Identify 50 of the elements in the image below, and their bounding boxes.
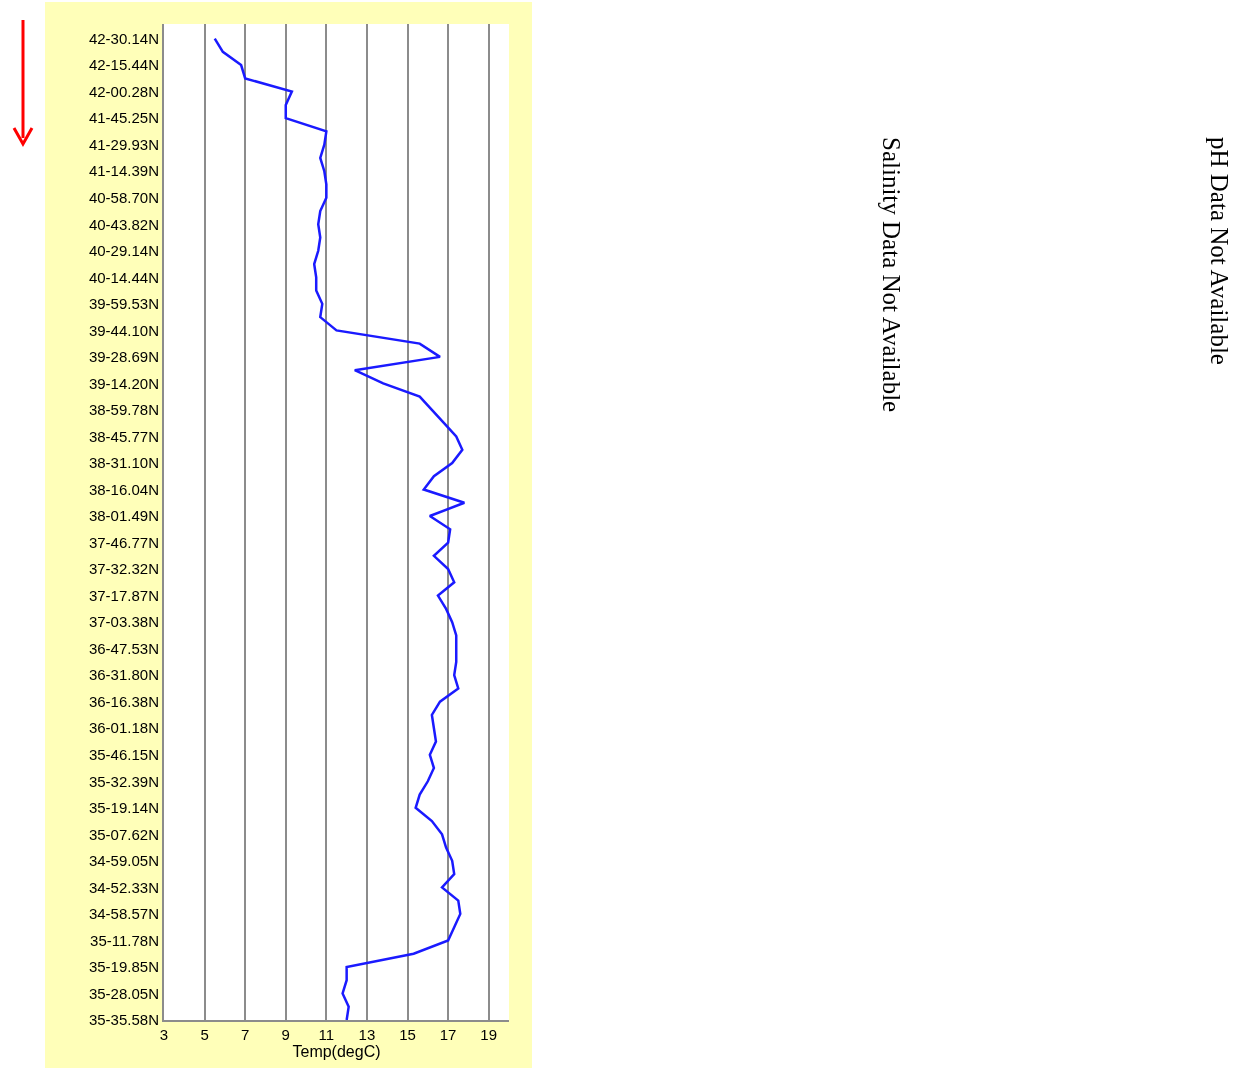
x-axis-title: Temp(degC) [292, 1043, 381, 1060]
y-tick-label: 36-47.53N [88, 639, 159, 657]
y-tick-label: 39-14.20N [88, 374, 159, 392]
y-tick-label: 35-32.39N [88, 772, 159, 790]
y-tick-label: 39-59.53N [88, 295, 159, 313]
y-tick-label: 37-32.32N [88, 560, 159, 578]
y-tick-label: 35-28.05N [88, 984, 159, 1002]
y-tick-label: 37-03.38N [88, 613, 159, 631]
y-tick-label: 34-58.57N [88, 905, 159, 923]
x-tick-label: 19 [480, 1026, 498, 1043]
y-tick-label: 41-14.39N [88, 162, 159, 180]
y-tick-label: 42-15.44N [88, 56, 159, 74]
y-tick-label: 42-30.14N [88, 29, 159, 47]
x-tick-label: 13 [358, 1026, 376, 1043]
y-tick-label: 40-29.14N [88, 242, 159, 260]
y-tick-label: 38-45.77N [88, 427, 159, 445]
y-tick-label: 41-45.25N [88, 109, 159, 127]
y-tick-label: 34-52.33N [88, 878, 159, 896]
y-tick-label: 40-43.82N [88, 215, 159, 233]
y-tick-label: 40-14.44N [88, 268, 159, 286]
y-tick-label: 38-16.04N [88, 480, 159, 498]
x-tick-label: 9 [281, 1026, 290, 1043]
y-tick-label: 39-44.10N [88, 321, 159, 339]
y-tick-label: 37-46.77N [88, 533, 159, 551]
y-tick-label: 35-19.14N [88, 799, 159, 817]
y-tick-label: 36-31.80N [88, 666, 159, 684]
text: pH Data Not Available [1205, 137, 1233, 365]
y-tick-label: 38-59.78N [88, 401, 159, 419]
y-tick-label: 35-07.62N [88, 825, 159, 843]
y-tick-label: 42-00.28N [88, 82, 159, 100]
x-tick-label: 7 [241, 1026, 250, 1043]
y-tick-label: 34-59.05N [88, 852, 159, 870]
y-tick-label: 35-46.15N [88, 746, 159, 763]
y-tick-label: 40-58.70N [88, 188, 159, 206]
x-tick-label: 3 [159, 1026, 169, 1043]
y-tick-label: 35-11.78N [90, 931, 159, 949]
y-tick-label: 39-28.69N [88, 348, 159, 366]
y-tick-label: 41-29.93N [88, 135, 159, 153]
y-tick-label: 38-31.10N [88, 454, 159, 472]
x-tick-label: 15 [399, 1026, 416, 1043]
text: Salinity Data Not Available [877, 137, 905, 413]
y-tick-label: 36-01.18N [88, 719, 159, 737]
y-tick-label: 37-17.87N [88, 586, 159, 604]
x-tick-label: 11 [318, 1026, 335, 1043]
y-tick-label: 36-16.38N [88, 692, 159, 710]
x-tick-label: 17 [439, 1026, 457, 1043]
y-tick-label: 38-01.49N [88, 507, 159, 525]
y-tick-label: 35-35.58N [88, 1011, 159, 1029]
y-tick-label: 35-19.85N [88, 958, 159, 976]
x-tick-label: 5 [200, 1026, 209, 1043]
